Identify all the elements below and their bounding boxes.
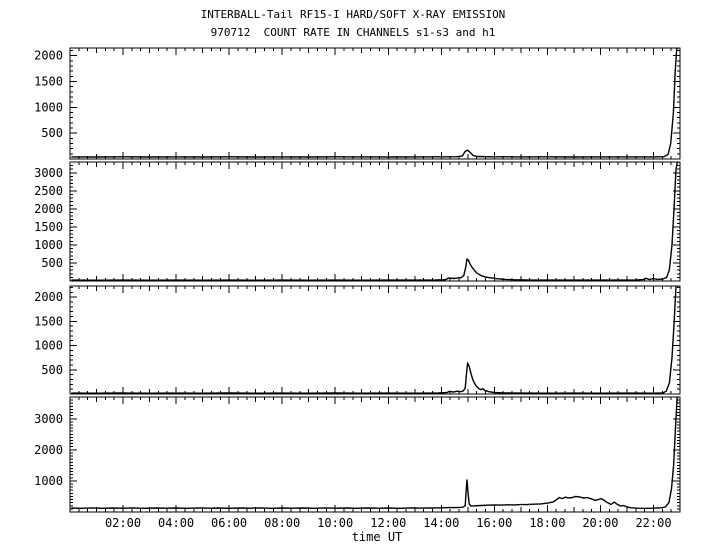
x-tick-label: 04:00: [158, 516, 194, 530]
chart-title: INTERBALL-Tail RF15-I HARD/SOFT X-RAY EM…: [200, 8, 506, 21]
x-axis-title: time UT: [352, 530, 403, 544]
y-tick-label: 1000: [34, 100, 63, 114]
trace-s3: [71, 286, 679, 394]
y-tick-label: 1000: [34, 238, 63, 252]
chart-subtitle: 970712 COUNT RATE IN CHANNELS s1-s3 and …: [210, 26, 496, 39]
x-tick-label: 16:00: [476, 516, 512, 530]
x-tick-label: 06:00: [211, 516, 247, 530]
panel-s3: 500 1000 1500 2000: [34, 285, 681, 395]
panel-s1: 500 1000 1500 2000: [34, 47, 681, 160]
x-tick-label: 18:00: [529, 516, 565, 530]
trace-s1: [71, 48, 679, 158]
axis-ticks: [70, 48, 680, 159]
y-tick-label: 2500: [34, 184, 63, 198]
y-tick-label: 500: [41, 256, 63, 270]
x-tick-label: 02:00: [105, 516, 141, 530]
y-axis-labels: 500 1000 1500 2000: [34, 290, 63, 377]
axis-ticks: [70, 286, 680, 394]
panel-frame: [69, 285, 681, 395]
y-tick-label: 1000: [34, 474, 63, 488]
y-tick-label: 2000: [34, 290, 63, 304]
x-axis-labels: 02:00 04:00 06:00 08:00 10:00 12:00 14:00 16:00…: [105, 516, 672, 544]
y-tick-label: 1500: [34, 314, 63, 328]
y-tick-label: 3000: [34, 166, 63, 180]
panel-frame: [69, 47, 681, 160]
panel-frame: [69, 396, 681, 513]
y-tick-label: 3000: [34, 412, 63, 426]
y-axis-labels: 1000 2000 3000: [34, 412, 63, 488]
x-tick-label: 14:00: [423, 516, 459, 530]
y-tick-label: 2000: [34, 443, 63, 457]
y-tick-label: 2000: [34, 49, 63, 63]
y-tick-label: 1500: [34, 220, 63, 234]
y-tick-label: 500: [41, 126, 63, 140]
panel-h1: 1000 2000 3000: [34, 396, 681, 513]
y-tick-label: 500: [41, 363, 63, 377]
panel-frame: [69, 161, 681, 282]
axis-ticks: [70, 397, 680, 512]
y-tick-label: 1000: [34, 339, 63, 353]
y-tick-label: 1500: [34, 75, 63, 89]
y-axis-labels: 500 1000 1500 2000 2500 3000: [34, 166, 63, 270]
panel-s2: 500 1000 1500 2000 2500 3000: [34, 161, 681, 282]
x-tick-label: 10:00: [317, 516, 353, 530]
trace-h1: [71, 397, 679, 509]
y-axis-labels: 500 1000 1500 2000: [34, 49, 63, 140]
trace-s2: [71, 162, 679, 281]
y-tick-label: 2000: [34, 202, 63, 216]
x-tick-label: 22:00: [635, 516, 671, 530]
x-tick-label: 08:00: [264, 516, 300, 530]
x-tick-label: 12:00: [370, 516, 406, 530]
axis-ticks: [70, 162, 680, 281]
x-tick-label: 20:00: [582, 516, 618, 530]
